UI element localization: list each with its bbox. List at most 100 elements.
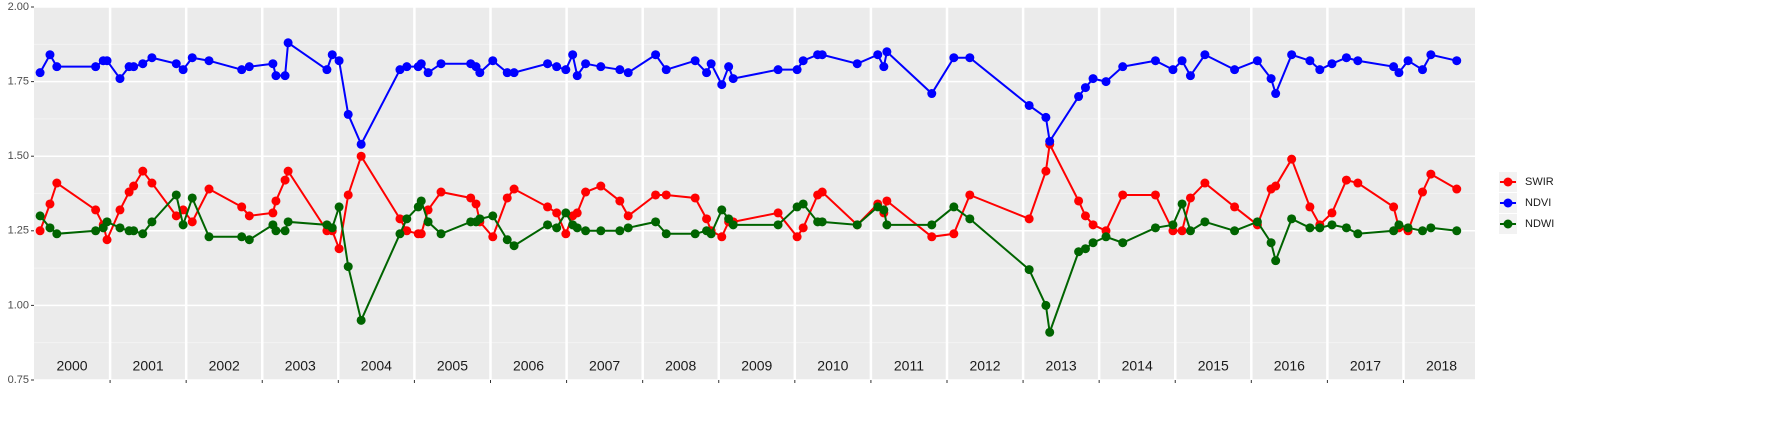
data-point (706, 229, 716, 239)
data-point (283, 217, 293, 227)
data-point (615, 65, 625, 75)
x-tick-label: 2016 (1274, 358, 1305, 374)
data-point (1230, 202, 1240, 212)
data-point (615, 226, 625, 236)
data-point (1074, 196, 1084, 206)
data-point (237, 232, 247, 242)
data-point (1080, 244, 1090, 254)
data-point (615, 196, 625, 206)
data-point (1426, 50, 1436, 60)
legend-label: NDWI (1525, 218, 1554, 230)
data-point (334, 56, 344, 66)
data-point (1341, 223, 1351, 233)
data-point (792, 232, 802, 242)
data-point (1287, 154, 1297, 164)
data-point (436, 59, 446, 69)
data-point (1389, 226, 1399, 236)
data-point (147, 53, 157, 63)
data-point (949, 229, 959, 239)
data-point (129, 181, 139, 191)
data-point (773, 208, 783, 218)
data-point (882, 196, 892, 206)
data-point (1418, 226, 1428, 236)
data-point (651, 190, 661, 200)
data-point (402, 214, 412, 224)
data-point (237, 65, 247, 75)
data-point (1341, 53, 1351, 63)
data-point (1353, 229, 1363, 239)
data-point (792, 65, 802, 75)
data-point (91, 205, 101, 215)
data-point (45, 50, 55, 60)
data-point (1074, 92, 1084, 102)
data-point (1341, 175, 1351, 185)
data-point (882, 47, 892, 57)
x-tick-label: 2002 (209, 358, 240, 374)
data-point (773, 220, 783, 230)
data-point (965, 214, 975, 224)
legend-label: NDVI (1525, 197, 1551, 209)
data-point (45, 199, 55, 209)
data-point (1177, 199, 1187, 209)
data-point (728, 220, 738, 230)
data-point (798, 199, 808, 209)
data-point (1200, 50, 1210, 60)
data-point (596, 226, 606, 236)
data-point (965, 53, 975, 63)
data-point (91, 62, 101, 72)
data-point (502, 235, 512, 245)
data-point (509, 184, 519, 194)
data-point (702, 68, 712, 78)
data-point (1150, 223, 1160, 233)
data-point (581, 59, 591, 69)
data-point (327, 223, 337, 233)
x-tick-label: 2014 (1122, 358, 1153, 374)
data-point (147, 217, 157, 227)
data-point (1080, 83, 1090, 93)
data-point (1024, 100, 1034, 110)
data-point (798, 56, 808, 66)
data-point (271, 196, 281, 206)
data-point (773, 65, 783, 75)
data-point (873, 50, 883, 60)
data-point (1118, 238, 1128, 248)
x-tick-label: 2003 (285, 358, 316, 374)
data-point (543, 220, 553, 230)
data-point (1041, 300, 1051, 310)
data-point (1403, 223, 1413, 233)
data-point (91, 226, 101, 236)
data-point (651, 217, 661, 227)
data-point (1150, 190, 1160, 200)
legend-point (1503, 219, 1513, 229)
data-point (102, 235, 112, 245)
data-point (280, 226, 290, 236)
data-point (1305, 56, 1315, 66)
data-point (502, 68, 512, 78)
data-point (416, 229, 426, 239)
data-point (115, 205, 125, 215)
data-point (1185, 71, 1195, 81)
data-point (1230, 226, 1240, 236)
data-point (1389, 202, 1399, 212)
data-point (817, 217, 827, 227)
y-tick-label: 1.25 (8, 225, 29, 237)
data-point (702, 214, 712, 224)
data-point (1045, 136, 1055, 146)
data-point (1185, 226, 1195, 236)
data-point (1024, 214, 1034, 224)
data-point (1418, 65, 1428, 75)
data-point (35, 68, 45, 78)
data-point (1287, 50, 1297, 60)
data-point (728, 74, 738, 84)
data-point (488, 56, 498, 66)
data-point (402, 62, 412, 72)
data-point (35, 211, 45, 221)
data-point (1200, 217, 1210, 227)
data-point (327, 50, 337, 60)
data-point (1287, 214, 1297, 224)
data-point (623, 223, 633, 233)
data-point (1088, 74, 1098, 84)
data-point (724, 62, 734, 72)
data-point (879, 62, 889, 72)
data-point (204, 184, 214, 194)
